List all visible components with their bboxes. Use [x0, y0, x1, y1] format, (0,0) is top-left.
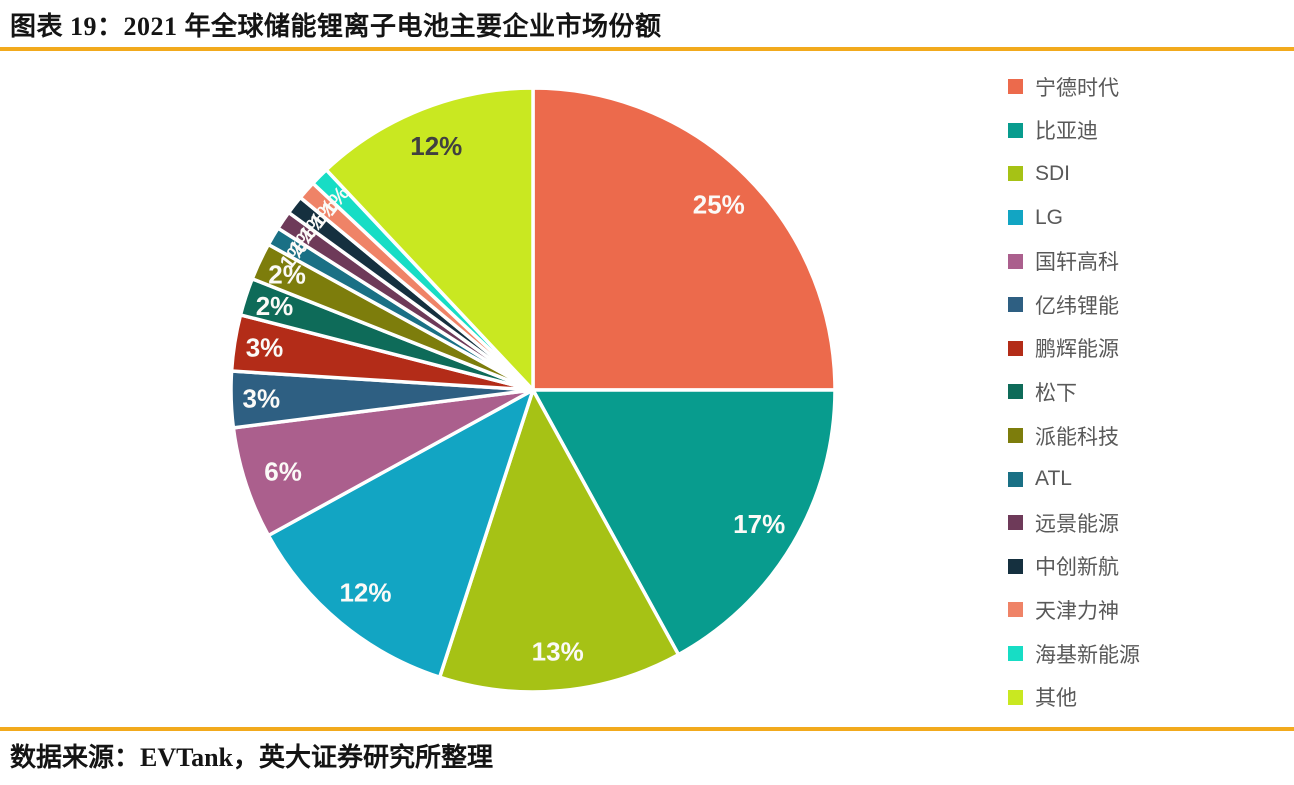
pie-slice [324, 86, 535, 392]
legend-swatch [1008, 253, 1023, 269]
legend-swatch [1008, 602, 1023, 618]
legend-swatch [1008, 428, 1023, 444]
legend-swatch [1008, 122, 1023, 138]
legend-label: 远景能源 [1035, 512, 1119, 536]
legend-label: 比亚迪 [1035, 120, 1098, 144]
pie-slice-label: 12% [410, 131, 462, 161]
data-source: 数据来源：EVTank，英大证券研究所整理 [10, 743, 493, 772]
pie-slice-label: 2% [256, 291, 294, 321]
legend-label: 松下 [1035, 381, 1077, 405]
legend-label: ATL [1035, 467, 1072, 491]
legend-item: SDI [1008, 152, 1140, 196]
legend-item: 海基新能源 [1008, 632, 1140, 676]
legend-item: 远景能源 [1008, 501, 1140, 545]
legend-label: LG [1035, 205, 1064, 229]
legend-item: 宁德时代 [1008, 65, 1140, 109]
pie-slice-label: 25% [693, 189, 745, 219]
legend-label: 派能科技 [1035, 425, 1119, 449]
chart-legend: 宁德时代比亚迪 SDI LG 国轩高科亿纬锂能鹏辉能源松下派能科技 ATL 远景能源中创新… [1008, 65, 1140, 719]
pie-slice [266, 388, 535, 679]
legend-item: 松下 [1008, 370, 1140, 414]
legend-swatch [1008, 471, 1023, 487]
legend-label: 国轩高科 [1035, 251, 1119, 275]
legend-swatch [1008, 558, 1023, 574]
pie-slice [437, 388, 681, 694]
legend-swatch [1008, 646, 1023, 662]
legend-label: 宁德时代 [1035, 76, 1119, 100]
legend-item: 比亚迪 [1008, 109, 1140, 153]
legend-item: 亿纬锂能 [1008, 283, 1140, 327]
legend-label: 亿纬锂能 [1035, 294, 1119, 318]
pie-slice [531, 388, 837, 657]
legend-swatch [1008, 79, 1023, 95]
legend-label: SDI [1035, 161, 1071, 185]
legend-label: 其他 [1035, 687, 1077, 711]
footer-divider-line [0, 727, 1294, 731]
legend-label: 中创新航 [1035, 556, 1119, 580]
pie-slice-label: 6% [264, 456, 302, 486]
legend-label: 海基新能源 [1035, 643, 1140, 667]
legend-swatch [1008, 297, 1023, 313]
legend-swatch [1008, 166, 1023, 182]
legend-swatch [1008, 340, 1023, 356]
legend-item: 鹏辉能源 [1008, 327, 1140, 371]
pie-slice [531, 86, 837, 392]
legend-swatch [1008, 210, 1023, 226]
legend-item: 天津力神 [1008, 588, 1140, 632]
legend-swatch [1008, 689, 1023, 705]
legend-swatch [1008, 515, 1023, 531]
legend-item: 其他 [1008, 675, 1140, 719]
legend-label: 鹏辉能源 [1035, 338, 1119, 362]
legend-item: 国轩高科 [1008, 239, 1140, 283]
pie-slice-label: 3% [246, 333, 284, 363]
pie-slice-label: 17% [733, 509, 785, 539]
legend-item: ATL [1008, 457, 1140, 501]
legend-item: 中创新航 [1008, 545, 1140, 589]
pie-slice-label: 13% [532, 637, 584, 667]
legend-label: 天津力神 [1035, 599, 1119, 623]
legend-swatch [1008, 384, 1023, 400]
pie-slice-label: 2% [268, 259, 306, 289]
figure-title: 图表 19：2021 年全球储能锂离子电池主要企业市场份额 [10, 12, 662, 41]
pie-slice-label: 3% [243, 384, 281, 414]
legend-item: LG [1008, 196, 1140, 240]
legend-item: 派能科技 [1008, 414, 1140, 458]
pie-slice-label: 12% [339, 578, 391, 608]
title-divider-line [0, 47, 1294, 51]
